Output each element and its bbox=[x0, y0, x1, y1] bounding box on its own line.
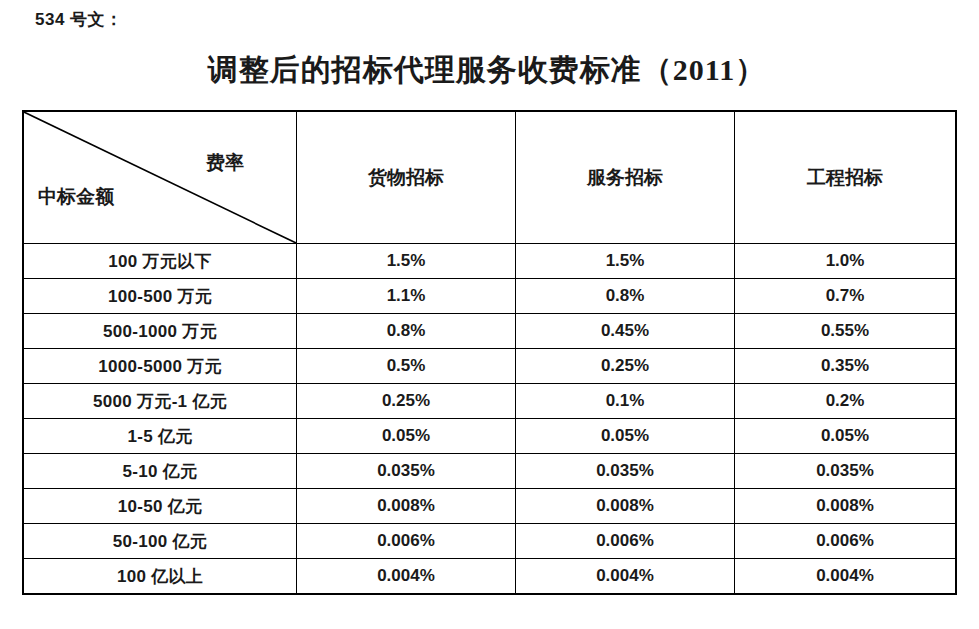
page-title: 调整后的招标代理服务收费标准（2011） bbox=[22, 50, 952, 91]
cell-value: 0.45% bbox=[516, 314, 735, 349]
table-row: 100-500 万元 1.1% 0.8% 0.7% bbox=[23, 279, 956, 314]
row-label: 500-1000 万元 bbox=[23, 314, 297, 349]
cell-value: 0.8% bbox=[516, 279, 735, 314]
row-label: 5000 万元-1 亿元 bbox=[23, 384, 297, 419]
cell-value: 1.1% bbox=[297, 279, 516, 314]
cell-value: 0.004% bbox=[516, 559, 735, 595]
column-header-goods: 货物招标 bbox=[297, 111, 516, 244]
table-row: 1-5 亿元 0.05% 0.05% 0.05% bbox=[23, 419, 956, 454]
column-header-works: 工程招标 bbox=[735, 111, 957, 244]
table-row: 10-50 亿元 0.008% 0.008% 0.008% bbox=[23, 489, 956, 524]
cell-value: 0.035% bbox=[297, 454, 516, 489]
document-ref-label: 534 号文： bbox=[35, 8, 123, 31]
cell-value: 0.006% bbox=[735, 524, 957, 559]
fee-rate-table: 费率 中标金额 货物招标 服务招标 工程招标 100 万元以下 1.5% 1.5… bbox=[22, 110, 957, 595]
cell-value: 0.05% bbox=[297, 419, 516, 454]
cell-value: 0.05% bbox=[735, 419, 957, 454]
row-label: 5-10 亿元 bbox=[23, 454, 297, 489]
cell-value: 0.7% bbox=[735, 279, 957, 314]
cell-value: 0.25% bbox=[297, 384, 516, 419]
cell-value: 1.5% bbox=[297, 244, 516, 279]
cell-value: 0.35% bbox=[735, 349, 957, 384]
cell-value: 0.035% bbox=[516, 454, 735, 489]
cell-value: 0.5% bbox=[297, 349, 516, 384]
row-label: 10-50 亿元 bbox=[23, 489, 297, 524]
cell-value: 0.004% bbox=[297, 559, 516, 595]
cell-value: 1.5% bbox=[516, 244, 735, 279]
cell-value: 0.035% bbox=[735, 454, 957, 489]
cell-value: 1.0% bbox=[735, 244, 957, 279]
cell-value: 0.55% bbox=[735, 314, 957, 349]
row-label: 100 万元以下 bbox=[23, 244, 297, 279]
corner-label-amount: 中标金额 bbox=[38, 184, 114, 210]
corner-header-cell: 费率 中标金额 bbox=[23, 111, 297, 244]
cell-value: 0.004% bbox=[735, 559, 957, 595]
table-row: 500-1000 万元 0.8% 0.45% 0.55% bbox=[23, 314, 956, 349]
cell-value: 0.2% bbox=[735, 384, 957, 419]
cell-value: 0.008% bbox=[735, 489, 957, 524]
cell-value: 0.008% bbox=[516, 489, 735, 524]
column-header-service: 服务招标 bbox=[516, 111, 735, 244]
table-row: 5000 万元-1 亿元 0.25% 0.1% 0.2% bbox=[23, 384, 956, 419]
cell-value: 0.05% bbox=[516, 419, 735, 454]
cell-value: 0.006% bbox=[297, 524, 516, 559]
cell-value: 0.8% bbox=[297, 314, 516, 349]
row-label: 50-100 亿元 bbox=[23, 524, 297, 559]
table-header-row: 费率 中标金额 货物招标 服务招标 工程招标 bbox=[23, 111, 956, 244]
table-row: 50-100 亿元 0.006% 0.006% 0.006% bbox=[23, 524, 956, 559]
table-row: 100 亿以上 0.004% 0.004% 0.004% bbox=[23, 559, 956, 595]
row-label: 100-500 万元 bbox=[23, 279, 297, 314]
row-label: 1000-5000 万元 bbox=[23, 349, 297, 384]
cell-value: 0.008% bbox=[297, 489, 516, 524]
table-row: 5-10 亿元 0.035% 0.035% 0.035% bbox=[23, 454, 956, 489]
cell-value: 0.006% bbox=[516, 524, 735, 559]
table-row: 100 万元以下 1.5% 1.5% 1.0% bbox=[23, 244, 956, 279]
cell-value: 0.1% bbox=[516, 384, 735, 419]
corner-label-rate: 费率 bbox=[206, 150, 244, 176]
row-label: 100 亿以上 bbox=[23, 559, 297, 595]
table-row: 1000-5000 万元 0.5% 0.25% 0.35% bbox=[23, 349, 956, 384]
diagonal-divider-line bbox=[24, 112, 296, 243]
row-label: 1-5 亿元 bbox=[23, 419, 297, 454]
cell-value: 0.25% bbox=[516, 349, 735, 384]
